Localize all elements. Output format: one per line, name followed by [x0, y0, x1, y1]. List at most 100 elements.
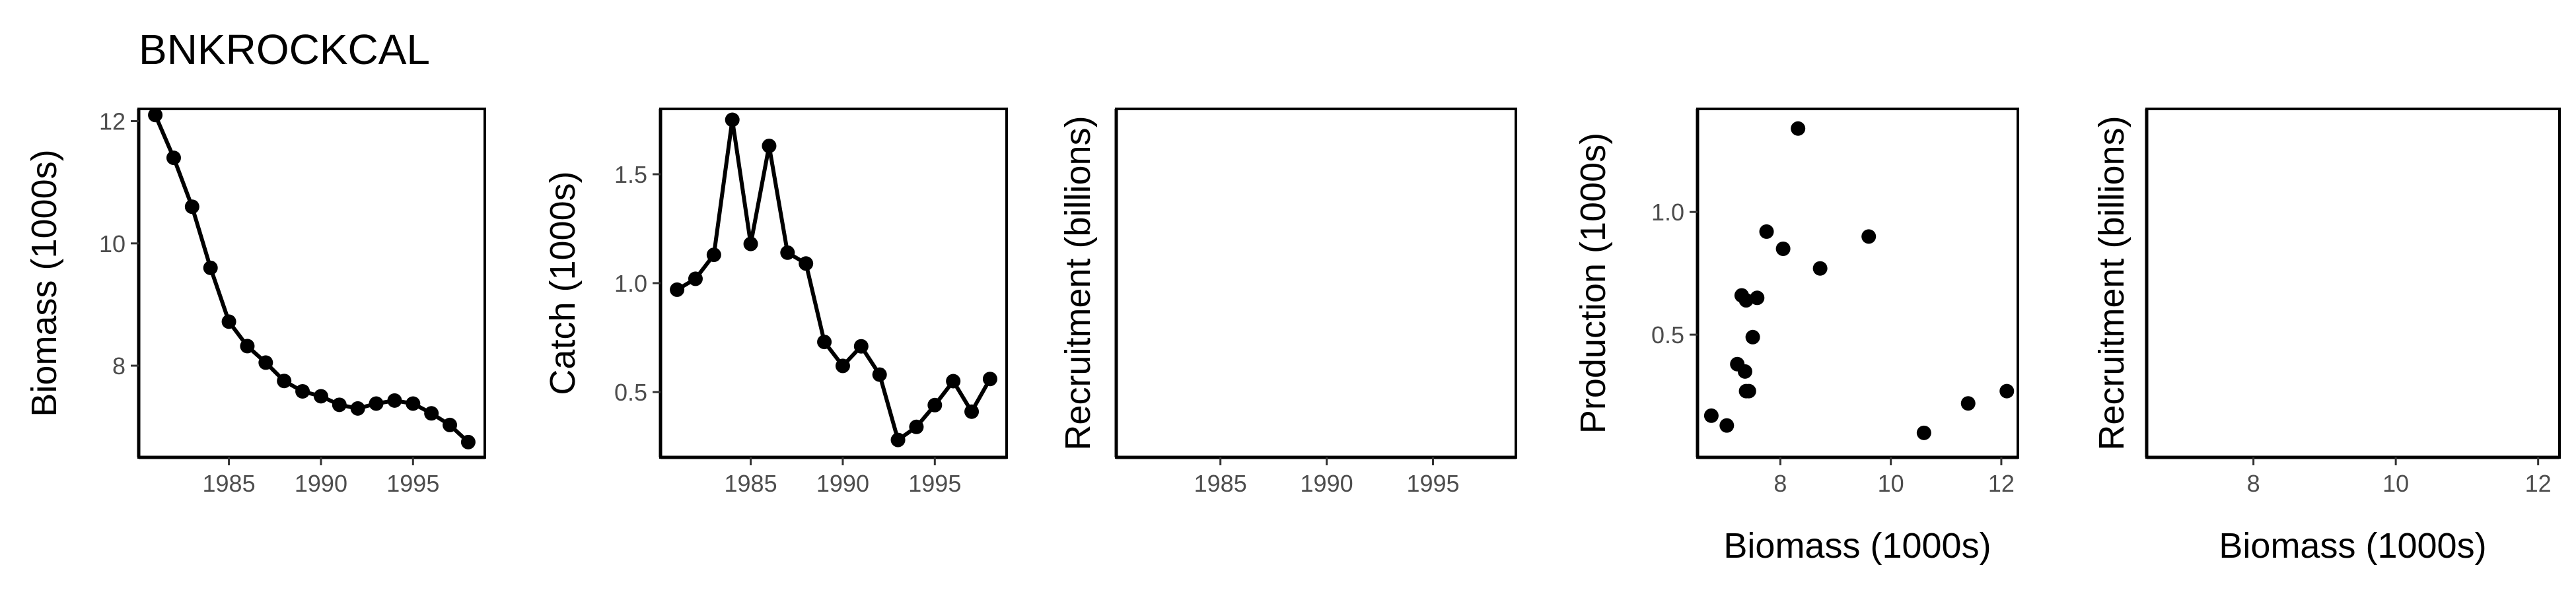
panel-biomass: 1985 1990 1995 8 10 12 Biomass (1000s) [24, 108, 486, 497]
data-point [927, 397, 943, 412]
panel-recruitment-biomass: 8 10 12 Recruitment (billions) Biomass (10… [2092, 108, 2561, 566]
panel-production-ylabel: Production (1000s) [1573, 133, 1613, 434]
x-tick-label: 12 [2525, 470, 2552, 497]
data-point [890, 432, 906, 447]
data-point [166, 150, 181, 166]
y-tick-label: 12 [99, 108, 125, 135]
data-point [964, 404, 980, 419]
data-point [424, 406, 439, 421]
x-tick-label: 1985 [1194, 470, 1247, 497]
data-point [762, 139, 777, 154]
data-point [872, 367, 887, 382]
y-tick-label: 10 [99, 230, 125, 257]
data-point [240, 339, 255, 354]
data-point [258, 355, 273, 370]
panel-production-xlabel: Biomass (1000s) [1723, 526, 1991, 566]
data-point [313, 389, 328, 404]
data-point [203, 260, 218, 275]
x-tick-label: 1995 [1406, 470, 1459, 497]
data-point [406, 396, 421, 411]
y-tick-label: 1.0 [614, 270, 647, 297]
data-point [295, 383, 310, 399]
data-point [946, 374, 961, 389]
data-point [799, 256, 814, 271]
panel-catch: 1985 1990 1995 0.5 1.0 1.5 Catch (1000s) [543, 108, 1008, 497]
panel-catch-border [659, 108, 1008, 459]
data-point [817, 335, 832, 350]
x-tick-label: 10 [1878, 470, 1904, 497]
panel-catch-ylabel: Catch (1000s) [543, 171, 583, 395]
data-point [460, 434, 476, 449]
data-point [1750, 290, 1765, 306]
x-tick-label: 8 [2247, 470, 2260, 497]
data-point [1775, 241, 1791, 256]
data-point [1741, 383, 1756, 399]
y-tick-label: 0.5 [614, 379, 647, 406]
data-point [369, 396, 384, 411]
data-point [1719, 418, 1735, 433]
data-point [1703, 408, 1719, 423]
data-point [1861, 229, 1877, 244]
x-tick-label: 10 [2382, 470, 2409, 497]
figure-title: BNKROCKCAL [139, 26, 430, 73]
panel-biomass-ylabel: Biomass (1000s) [24, 149, 64, 416]
x-tick-label: 1990 [295, 470, 347, 497]
y-tick-label: 0.5 [1651, 321, 1684, 348]
x-tick-label: 1990 [816, 470, 869, 497]
panel-catch-ticks: 1985 1990 1995 0.5 1.0 1.5 [614, 161, 961, 497]
panel-recruitment-biomass-ylabel: Recruitment (billions) [2092, 116, 2131, 450]
data-point [743, 236, 758, 251]
data-point [148, 108, 163, 123]
data-point [184, 199, 199, 214]
data-point [350, 401, 365, 416]
data-point [332, 397, 347, 412]
data-point [909, 419, 924, 434]
data-point [1745, 329, 1760, 345]
x-tick-label: 1990 [1301, 470, 1353, 497]
data-point [1737, 364, 1752, 379]
panel-catch-marks [670, 112, 997, 447]
x-tick-label: 1995 [908, 470, 961, 497]
x-tick-label: 1985 [203, 470, 256, 497]
data-point [725, 112, 740, 127]
series-line [676, 117, 992, 442]
panel-biomass-ticks: 1985 1990 1995 8 10 12 [99, 108, 439, 497]
x-tick-label: 8 [1773, 470, 1787, 497]
panel-production-marks [1703, 121, 2015, 440]
data-point [780, 245, 795, 260]
panel-recruitment-time-ylabel: Recruitment (billions) [1058, 116, 1098, 450]
panel-biomass-marks [148, 108, 476, 449]
data-point [835, 358, 850, 374]
data-point [982, 372, 997, 387]
panel-production: 8 10 12 0.5 1.0 Production (1000s) Biomass (… [1573, 108, 2019, 566]
data-point [221, 314, 236, 329]
data-point [1999, 383, 2015, 399]
panel-recruitment-time: 1985 1990 1995 Recruitment (billions) [1058, 108, 1517, 497]
y-tick-label: 8 [112, 352, 125, 380]
panel-recruitment-biomass-border [2145, 108, 2561, 459]
panel-recruitment-time-border [1115, 108, 1517, 459]
x-tick-label: 1995 [386, 470, 439, 497]
data-point [1812, 261, 1828, 276]
x-tick-label: 1985 [725, 470, 777, 497]
data-point [1738, 293, 1754, 308]
data-point [670, 282, 685, 297]
data-point [1960, 396, 1976, 411]
data-point [443, 417, 458, 432]
data-point [277, 374, 292, 389]
data-point [387, 393, 402, 408]
data-point [853, 339, 869, 354]
data-point [706, 248, 721, 263]
panel-recruitment-biomass-xlabel: Biomass (1000s) [2219, 526, 2486, 566]
data-point [688, 271, 703, 286]
x-tick-label: 12 [1988, 470, 2015, 497]
panel-recruitment-biomass-ticks: 8 10 12 [2247, 457, 2552, 497]
panel-production-ticks: 8 10 12 0.5 1.0 [1651, 199, 2015, 497]
panel-biomass-border [137, 108, 486, 459]
data-point [1759, 224, 1774, 239]
data-point [1916, 425, 1931, 440]
data-point [1791, 121, 1806, 136]
series-line [153, 114, 470, 444]
y-tick-label: 1.5 [614, 161, 647, 188]
